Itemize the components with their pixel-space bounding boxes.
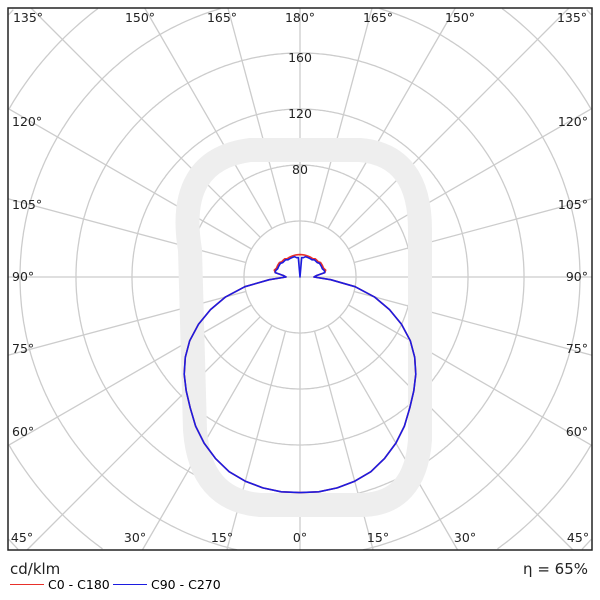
series-curve-c90-c270 [183, 255, 417, 494]
axis-labels: 80 120 160 135° 150° 165° 180° 165° 150° 135° 45° 3… [11, 10, 589, 545]
angle-label-top: 135° [13, 10, 43, 25]
radial-tick-label: 80 [292, 162, 308, 177]
grid-spoke [7, 304, 252, 447]
grid-spoke [353, 198, 593, 264]
angle-label-right: 90° [566, 269, 588, 284]
angle-label-top: 180° [285, 10, 315, 25]
angle-label-left: 105° [12, 197, 42, 212]
angle-label-bottom: 15° [211, 530, 233, 545]
grid-spoke [353, 290, 593, 356]
grid-ring [19, 7, 581, 551]
grid-spoke [7, 290, 247, 356]
grid-spoke [7, 107, 252, 250]
grid-spoke [348, 107, 593, 250]
grid-spoke [7, 198, 247, 264]
watermark-logo [175, 138, 432, 517]
angle-label-left: 60° [12, 424, 34, 439]
radial-tick-label: 120 [288, 106, 312, 121]
legend-item-c90: C90 - C270 [113, 577, 221, 592]
efficiency-label: η = 65% [523, 560, 588, 578]
angle-label-right: 75° [566, 341, 588, 356]
legend-label: C90 - C270 [151, 577, 221, 592]
grid-ring [8, 8, 592, 550]
grid-ring [8, 9, 592, 550]
angle-label-top: 165° [363, 10, 393, 25]
angle-label-bottom: 45° [567, 530, 589, 545]
legend-swatch-blue [113, 583, 147, 586]
angle-label-top: 150° [125, 10, 155, 25]
grid-spoke [26, 316, 261, 551]
grid-spoke [144, 7, 273, 229]
grid-spoke [348, 304, 593, 447]
legend-swatch-red [10, 583, 44, 586]
legend-label: C0 - C180 [48, 577, 110, 592]
angle-label-left: 90° [12, 269, 34, 284]
angle-label-bottom: 30° [124, 530, 146, 545]
angle-label-top: 150° [445, 10, 475, 25]
angle-label-left: 120° [12, 114, 42, 129]
angle-label-right: 60° [566, 424, 588, 439]
grid-spoke [313, 7, 373, 224]
grid-spoke [339, 7, 570, 238]
grid-spoke [339, 316, 574, 551]
unit-label: cd/klm [10, 560, 61, 578]
curves [183, 253, 417, 494]
angle-label-bottom: 45° [11, 530, 33, 545]
grid-spoke [227, 7, 287, 224]
grid-spoke [226, 330, 287, 551]
radial-tick-label: 160 [288, 50, 312, 65]
angle-label-right: 120° [558, 114, 588, 129]
grid [7, 7, 593, 551]
grid-spoke [327, 325, 459, 551]
legend-item-c0: C0 - C180 [10, 577, 110, 592]
grid-spoke [313, 330, 374, 551]
grid-spoke [327, 7, 456, 229]
angle-label-top: 135° [557, 10, 587, 25]
angle-label-bottom: 30° [454, 530, 476, 545]
angle-label-right: 105° [558, 197, 588, 212]
angle-label-top: 165° [207, 10, 237, 25]
grid-spoke [30, 7, 261, 238]
angle-label-bottom: 0° [293, 530, 307, 545]
angle-label-bottom: 15° [367, 530, 389, 545]
angle-label-left: 75° [12, 341, 34, 356]
chart-frame [7, 7, 593, 551]
